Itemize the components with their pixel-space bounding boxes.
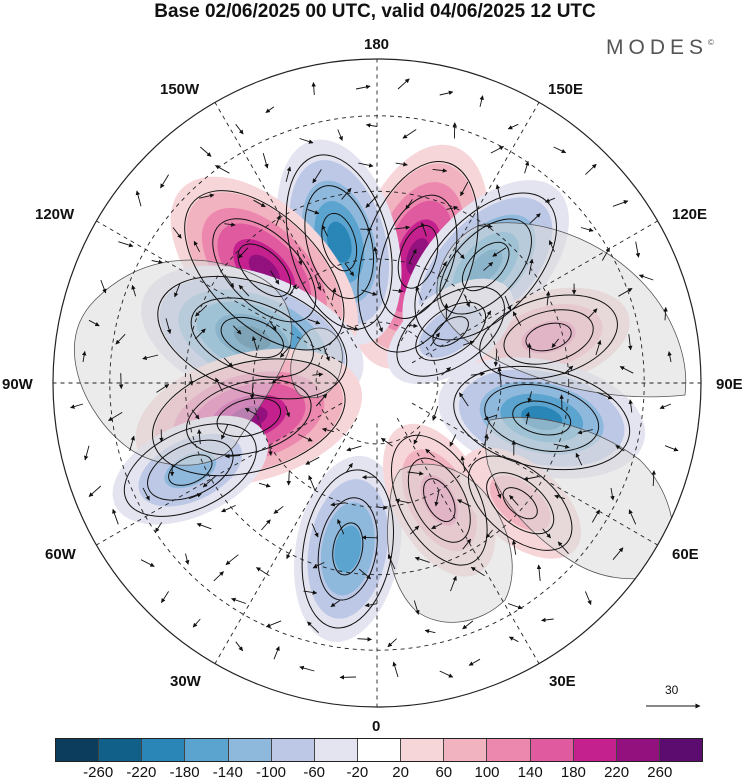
colorbar-swatch (358, 739, 401, 761)
colorbar-swatch (531, 739, 574, 761)
lon-label-90w: 90W (2, 376, 33, 393)
colorbar-tick-label: 220 (604, 764, 629, 781)
colorbar-swatch (272, 739, 315, 761)
colorbar-tick-label: 100 (474, 764, 499, 781)
lon-label-90e: 90E (716, 376, 743, 393)
colorbar-swatch (487, 739, 530, 761)
colorbar-swatch (444, 739, 487, 761)
colorbar-swatch (229, 739, 272, 761)
colorbar-ticks: -260 -220 -180 -140 -100 -60 -20 20 60 100 140 180 2… (0, 764, 750, 784)
colorbar-tick-label: 20 (392, 764, 409, 781)
colorbar-tick-label: 260 (647, 764, 672, 781)
colorbar-swatch (142, 739, 185, 761)
colorbar-tick-label: -100 (256, 764, 286, 781)
colorbar-swatch (315, 739, 358, 761)
colorbar-tick-label: -180 (170, 764, 200, 781)
wind-arrow (360, 229, 371, 230)
colorbar-swatch (660, 739, 702, 761)
colorbar-swatch (401, 739, 444, 761)
scale-arrow-value: 30 (665, 683, 678, 697)
colorbar-tick-label: 140 (518, 764, 543, 781)
lon-label-30w: 30W (170, 673, 201, 690)
colorbar (55, 738, 703, 762)
lon-label-150e: 150E (548, 81, 583, 98)
lon-label-120w: 120W (35, 206, 74, 223)
colorbar-swatch (56, 739, 99, 761)
colorbar-tick-label: 60 (435, 764, 452, 781)
colorbar-swatch (185, 739, 228, 761)
lon-label-60e: 60E (672, 546, 699, 563)
colorbar-tick-label: -140 (213, 764, 243, 781)
wind-arrow (562, 395, 563, 410)
colorbar-tick-label: 180 (561, 764, 586, 781)
lon-label-120e: 120E (672, 206, 707, 223)
colorbar-tick-label: -60 (303, 764, 325, 781)
colorbar-tick-label: -20 (347, 764, 369, 781)
colorbar-swatch (617, 739, 660, 761)
lon-label-150w: 150W (160, 81, 199, 98)
lon-label-60w: 60W (45, 546, 76, 563)
colorbar-swatch (574, 739, 617, 761)
colorbar-tick-label: -260 (83, 764, 113, 781)
colorbar-swatch (99, 739, 142, 761)
colorbar-tick-label: -220 (126, 764, 156, 781)
wind-arrow (121, 373, 122, 388)
lon-label-180: 180 (364, 36, 389, 53)
wind-arrow (529, 343, 530, 358)
lon-label-0: 0 (372, 718, 380, 735)
lon-label-30e: 30E (549, 673, 576, 690)
